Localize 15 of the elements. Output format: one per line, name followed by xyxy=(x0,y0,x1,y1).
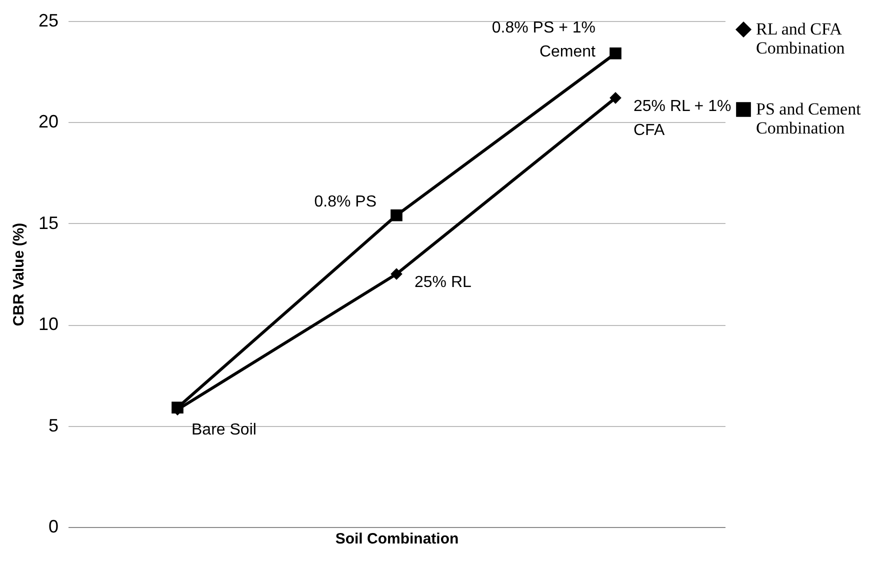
x-axis-title: Soil Combination xyxy=(335,530,459,548)
y-tick-label: 15 xyxy=(38,212,58,233)
legend-label: RL and CFA Combination xyxy=(756,20,846,58)
y-tick-label: 20 xyxy=(38,112,58,132)
annotation: 0.8% PS + 1% Cement xyxy=(492,19,596,60)
y-tick-label: 10 xyxy=(38,314,58,334)
annotation: 0.8% PS xyxy=(314,193,376,210)
y-tick-label: 5 xyxy=(48,415,58,436)
annotation: 25% RL xyxy=(414,274,472,291)
y-tick-label: 25 xyxy=(38,10,58,30)
legend-label: PS and Cement Combination xyxy=(756,100,862,138)
annotation: Bare Soil xyxy=(192,422,256,439)
annotation: 25% RL + 1% CFA xyxy=(634,98,732,139)
y-tick-label: 0 xyxy=(48,516,58,536)
y-axis-title: CBR Value (%) xyxy=(10,222,28,326)
